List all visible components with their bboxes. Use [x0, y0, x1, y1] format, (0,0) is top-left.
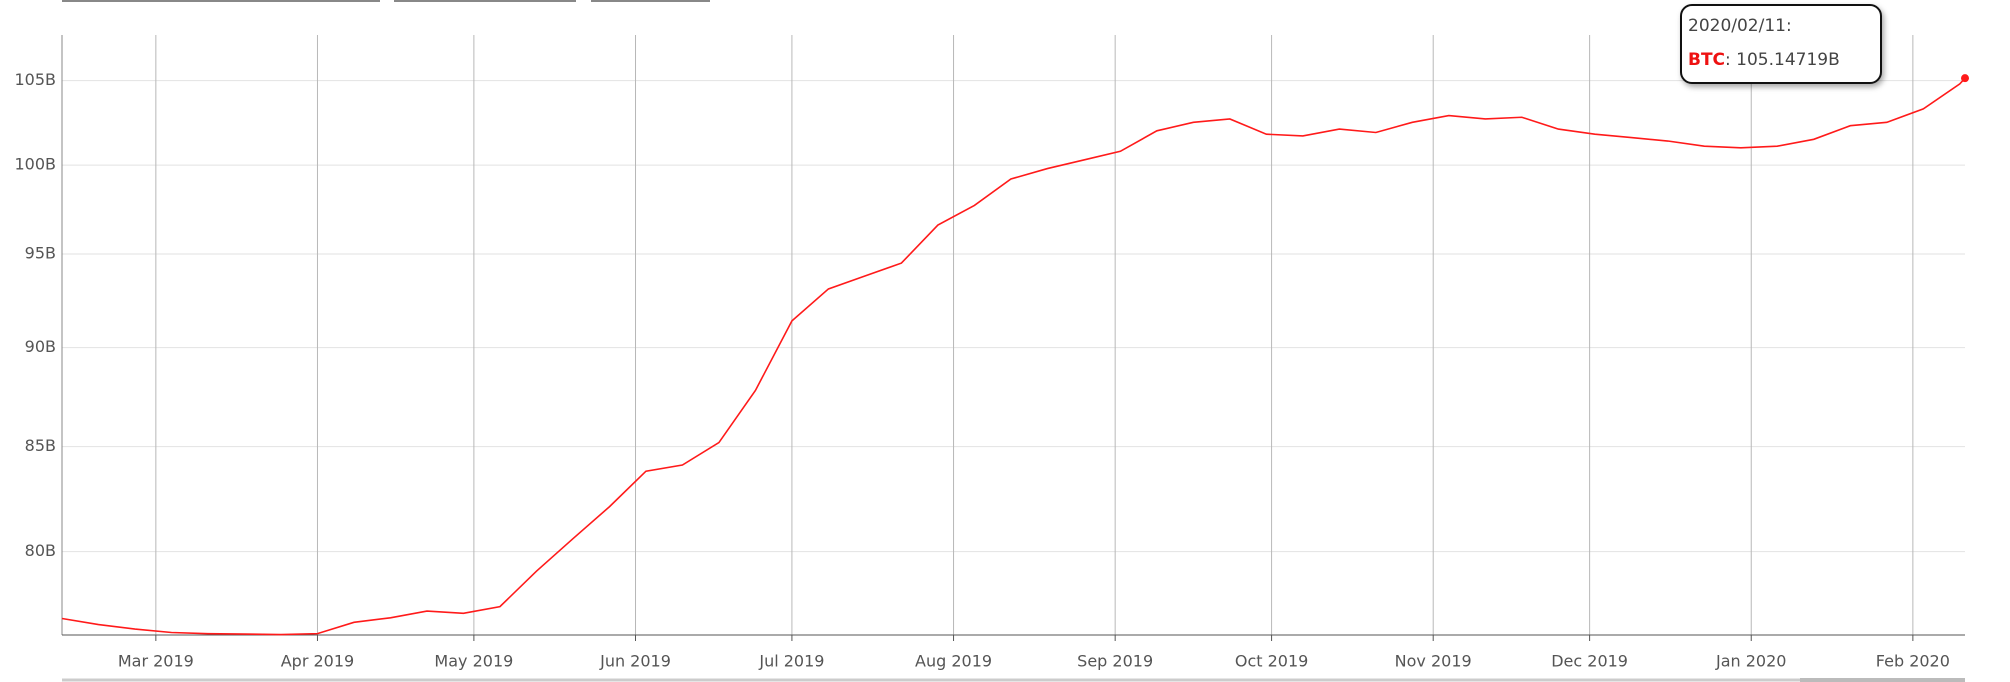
- grid: [62, 35, 1965, 635]
- plot-area: [61, 74, 1969, 636]
- x-tick-label: Jun 2019: [599, 652, 671, 671]
- x-tick-label: Apr 2019: [281, 652, 354, 671]
- y-tick-label: 95B: [25, 243, 56, 262]
- line-series: [61, 77, 1966, 636]
- y-tick-label: 80B: [25, 541, 56, 560]
- x-tick-label: Dec 2019: [1551, 652, 1628, 671]
- x-tick-label: Jul 2019: [758, 652, 824, 671]
- y-tick-label: 100B: [14, 155, 56, 174]
- x-tick-label: Nov 2019: [1395, 652, 1472, 671]
- hover-point: [1961, 74, 1969, 83]
- y-tick-label: 105B: [14, 70, 56, 89]
- tooltip-series: BTC: [1688, 50, 1726, 70]
- x-tick-label: May 2019: [434, 652, 513, 671]
- x-tick-label: Feb 2020: [1876, 652, 1950, 671]
- y-tick-label: 85B: [25, 436, 56, 455]
- y-tick-label: 90B: [25, 337, 56, 356]
- tooltip-value: : 105.14719B: [1725, 50, 1840, 70]
- tooltip: 2020/02/11: BTC: 105.14719B: [1680, 4, 1882, 84]
- tooltip-date: 2020/02/11:: [1688, 16, 1792, 36]
- x-tick-label: Aug 2019: [915, 652, 992, 671]
- x-tick-label: Oct 2019: [1235, 652, 1308, 671]
- x-tick-label: Jan 2020: [1715, 652, 1786, 671]
- x-tick-label: Sep 2019: [1077, 652, 1153, 671]
- x-tick-label: Mar 2019: [118, 652, 194, 671]
- tooltip-row: BTC: 105.14719B: [1688, 50, 1840, 70]
